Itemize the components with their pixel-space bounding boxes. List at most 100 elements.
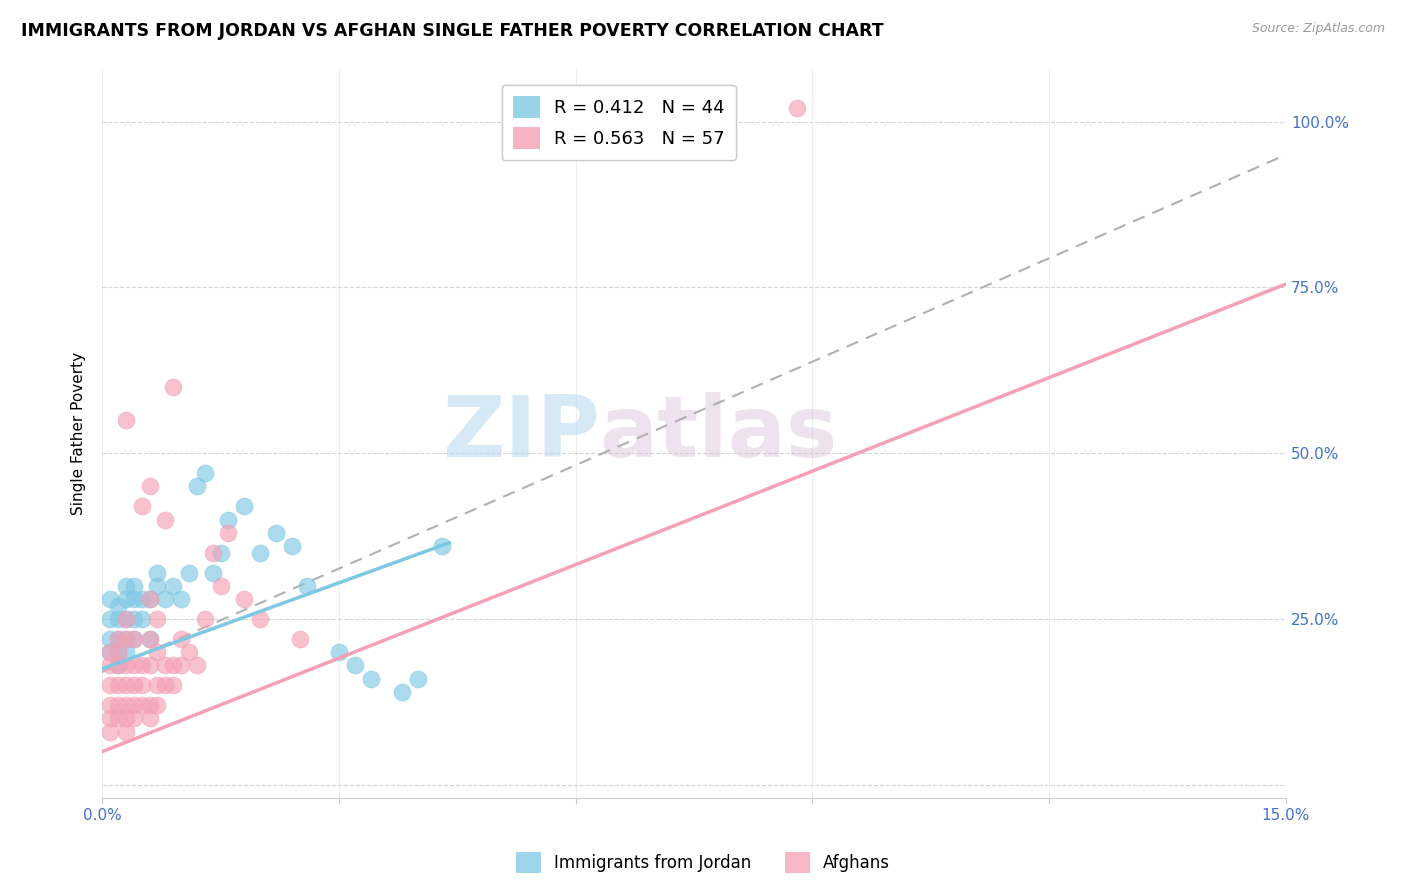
Point — [115, 658, 138, 673]
Point — [155, 678, 177, 692]
Point — [122, 711, 145, 725]
Point — [115, 678, 138, 692]
Point — [233, 500, 256, 514]
Point — [138, 698, 160, 713]
Point — [98, 632, 121, 646]
Point — [131, 500, 153, 514]
Point — [98, 678, 121, 692]
Point — [107, 645, 129, 659]
Point — [201, 566, 224, 580]
Point — [107, 645, 129, 659]
Point — [391, 685, 413, 699]
Point — [218, 525, 240, 540]
Point — [162, 678, 184, 692]
Point — [138, 711, 160, 725]
Point — [264, 525, 287, 540]
Point — [249, 546, 271, 560]
Point — [146, 566, 169, 580]
Point — [122, 612, 145, 626]
Point — [186, 658, 208, 673]
Point — [155, 658, 177, 673]
Point — [131, 658, 153, 673]
Point — [328, 645, 350, 659]
Point — [98, 592, 121, 607]
Point — [115, 645, 138, 659]
Point — [98, 658, 121, 673]
Point — [162, 579, 184, 593]
Point — [146, 612, 169, 626]
Point — [430, 539, 453, 553]
Point — [115, 612, 138, 626]
Y-axis label: Single Father Poverty: Single Father Poverty — [72, 351, 86, 515]
Text: IMMIGRANTS FROM JORDAN VS AFGHAN SINGLE FATHER POVERTY CORRELATION CHART: IMMIGRANTS FROM JORDAN VS AFGHAN SINGLE … — [21, 22, 884, 40]
Point — [115, 413, 138, 427]
Point — [98, 724, 121, 739]
Point — [288, 632, 311, 646]
Point — [115, 612, 138, 626]
Point — [98, 645, 121, 659]
Point — [107, 698, 129, 713]
Point — [115, 579, 138, 593]
Point — [177, 645, 200, 659]
Point — [115, 632, 138, 646]
Point — [406, 672, 429, 686]
Point — [107, 658, 129, 673]
Point — [107, 632, 129, 646]
Point — [138, 592, 160, 607]
Point — [98, 711, 121, 725]
Point — [107, 632, 129, 646]
Point — [98, 645, 121, 659]
Point — [115, 724, 138, 739]
Point — [146, 579, 169, 593]
Point — [138, 479, 160, 493]
Point — [186, 479, 208, 493]
Point — [177, 566, 200, 580]
Point — [162, 658, 184, 673]
Point — [122, 698, 145, 713]
Point — [138, 658, 160, 673]
Point — [115, 592, 138, 607]
Point — [98, 698, 121, 713]
Point — [115, 698, 138, 713]
Point — [170, 658, 193, 673]
Point — [249, 612, 271, 626]
Point — [107, 711, 129, 725]
Point — [122, 632, 145, 646]
Point — [122, 632, 145, 646]
Point — [131, 678, 153, 692]
Text: ZIP: ZIP — [441, 392, 599, 475]
Point — [122, 678, 145, 692]
Point — [122, 592, 145, 607]
Text: Source: ZipAtlas.com: Source: ZipAtlas.com — [1251, 22, 1385, 36]
Point — [107, 599, 129, 613]
Point — [201, 546, 224, 560]
Point — [194, 466, 217, 480]
Point — [146, 698, 169, 713]
Point — [146, 678, 169, 692]
Point — [138, 592, 160, 607]
Point — [209, 579, 232, 593]
Point — [131, 698, 153, 713]
Point — [233, 592, 256, 607]
Point — [98, 612, 121, 626]
Point — [170, 632, 193, 646]
Point — [107, 612, 129, 626]
Point — [297, 579, 319, 593]
Point — [170, 592, 193, 607]
Point — [131, 612, 153, 626]
Point — [138, 632, 160, 646]
Point — [209, 546, 232, 560]
Point — [162, 380, 184, 394]
Point — [155, 512, 177, 526]
Point — [107, 658, 129, 673]
Point — [343, 658, 366, 673]
Point — [115, 632, 138, 646]
Point — [115, 711, 138, 725]
Point — [122, 579, 145, 593]
Point — [131, 592, 153, 607]
Point — [280, 539, 302, 553]
Point — [194, 612, 217, 626]
Point — [360, 672, 382, 686]
Point — [107, 678, 129, 692]
Point — [138, 632, 160, 646]
